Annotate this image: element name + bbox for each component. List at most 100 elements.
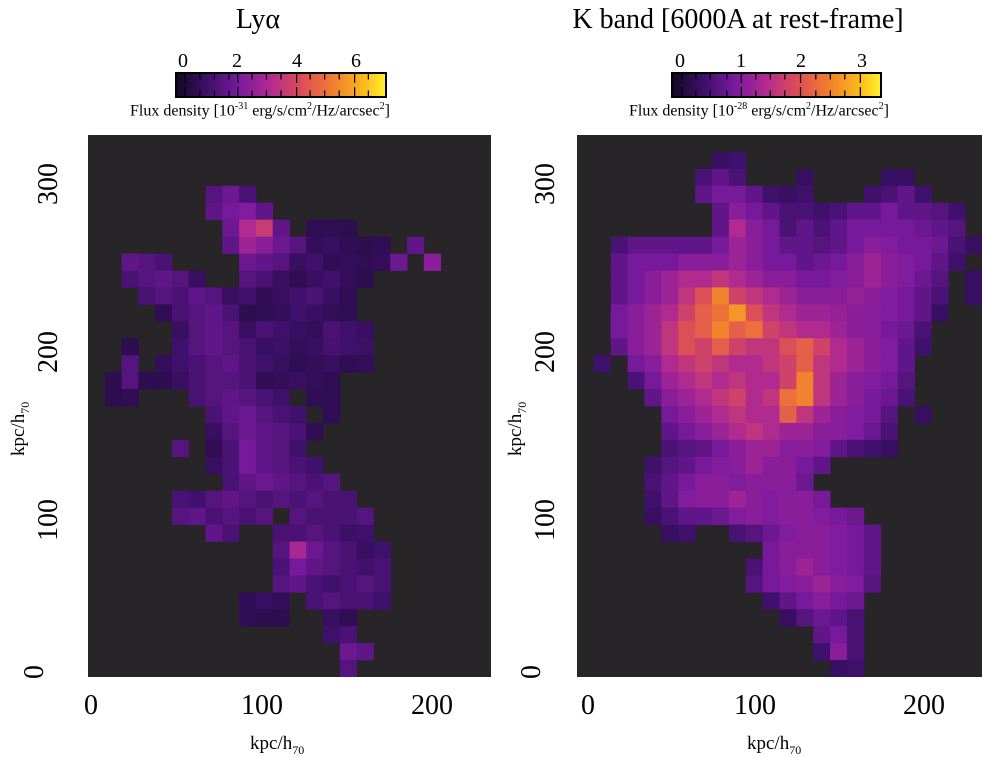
heatmap-cell (813, 287, 831, 305)
heatmap-cell (897, 219, 915, 238)
ytick-0: 0 (19, 665, 50, 679)
heatmap-cell (813, 609, 831, 627)
heatmap-cell (712, 439, 730, 458)
heatmap-cell (712, 287, 730, 305)
heatmap-cell (610, 270, 629, 288)
heatmap-cell (880, 439, 899, 458)
heatmap-cell (762, 575, 780, 593)
heatmap-cell (745, 406, 764, 424)
heatmap-cell (339, 304, 358, 322)
heatmap-cell (712, 355, 730, 373)
heatmap-cell (745, 202, 764, 221)
heatmap-cell (796, 524, 814, 542)
heatmap-cell (373, 575, 391, 593)
heatmap-cell (695, 287, 713, 305)
heatmap-cell (272, 338, 290, 356)
heatmap-cell (695, 321, 713, 339)
heatmap-cell (863, 185, 882, 204)
heatmap-cell (796, 219, 814, 238)
heatmap-cell (779, 389, 797, 407)
heatmap-cell (779, 558, 797, 576)
heatmap-cell (863, 253, 882, 271)
heatmap-cell (847, 643, 865, 661)
heatmap-cell (796, 406, 814, 424)
heatmap-cell (728, 219, 747, 238)
heatmap-cell (171, 439, 190, 458)
heatmap-cell (289, 422, 307, 441)
heatmap-cell (863, 541, 882, 559)
heatmap-cell (948, 253, 966, 271)
heatmap-cell (762, 355, 780, 373)
heatmap-cell (880, 185, 899, 204)
heatmap-cell (796, 575, 814, 593)
heatmap-cell (627, 372, 645, 390)
heatmap-cell (796, 185, 814, 204)
heatmap-cell (779, 355, 797, 373)
heatmap-cell (272, 592, 290, 610)
heatmap-cell (931, 253, 949, 271)
heatmap-cell (914, 219, 932, 238)
heatmap-cell (813, 643, 831, 661)
colorbar-label-exponent3: 2 (379, 101, 385, 112)
xtick-100: 100 (241, 690, 283, 721)
xtick-200: 200 (411, 690, 453, 721)
heatmap-cell (323, 355, 341, 373)
heatmap-cell (830, 236, 848, 254)
heatmap-cell (323, 389, 341, 407)
heatmap-cell (779, 422, 797, 441)
heatmap-cell (830, 507, 848, 525)
heatmap-cell (796, 456, 814, 475)
heatmap-cell (847, 626, 865, 644)
heatmap-cell (695, 355, 713, 373)
heatmap-cell (323, 575, 341, 593)
colorbar-tick-0: 0 (675, 50, 685, 72)
heatmap-cell (863, 321, 882, 339)
heatmap-cell (847, 575, 865, 593)
heatmap-cell (205, 439, 223, 458)
heatmap-cell (306, 558, 324, 576)
heatmap-cell (813, 439, 831, 458)
heatmap-cell (728, 236, 747, 254)
heatmap-cell (863, 389, 882, 407)
xtick-100: 100 (734, 690, 776, 721)
heatmap-cell (796, 372, 814, 390)
heatmap-cell (155, 253, 173, 271)
heatmap-cell (830, 202, 848, 221)
heatmap-cell (813, 355, 831, 373)
heatmap-cell (813, 304, 831, 322)
heatmap-cell (356, 338, 374, 356)
y-axis-label: kpc/h70 (8, 402, 33, 456)
heatmap-cell (255, 422, 274, 441)
chart-title: K band [6000A at rest-frame] (572, 4, 904, 35)
heatmap-cell (745, 270, 764, 288)
heatmap-cell (762, 202, 780, 221)
heatmap-cell (289, 456, 307, 475)
heatmap-cell (745, 439, 764, 458)
heatmap-cell (104, 372, 122, 390)
heatmap-cell (796, 439, 814, 458)
heatmap-cell (712, 304, 730, 322)
heatmap-cell (373, 236, 391, 254)
heatmap-svg (577, 135, 982, 677)
heatmap-cell (762, 287, 780, 305)
heatmap-cell (222, 355, 240, 373)
heatmap-cell (897, 287, 915, 305)
colorbar-label-exponent: -28 (733, 101, 748, 112)
heatmap-cell (222, 202, 240, 221)
x-axis-label-text: kpc/h (747, 733, 790, 754)
heatmap-cell (796, 490, 814, 509)
heatmap-cell (779, 321, 797, 339)
heatmap-cell (138, 287, 156, 305)
heatmap-cell (272, 253, 290, 271)
heatmap-cell (356, 355, 374, 373)
heatmap-cell (661, 321, 679, 339)
heatmap-cell (779, 490, 797, 509)
heatmap-cell (948, 202, 966, 221)
heatmap-cell (239, 219, 257, 238)
heatmap-cell (830, 524, 848, 542)
heatmap-cell (830, 422, 848, 441)
heatmap-cell (121, 372, 139, 390)
heatmap-cell (813, 270, 831, 288)
heatmap-cell (897, 202, 915, 221)
heatmap-cell (373, 558, 391, 576)
